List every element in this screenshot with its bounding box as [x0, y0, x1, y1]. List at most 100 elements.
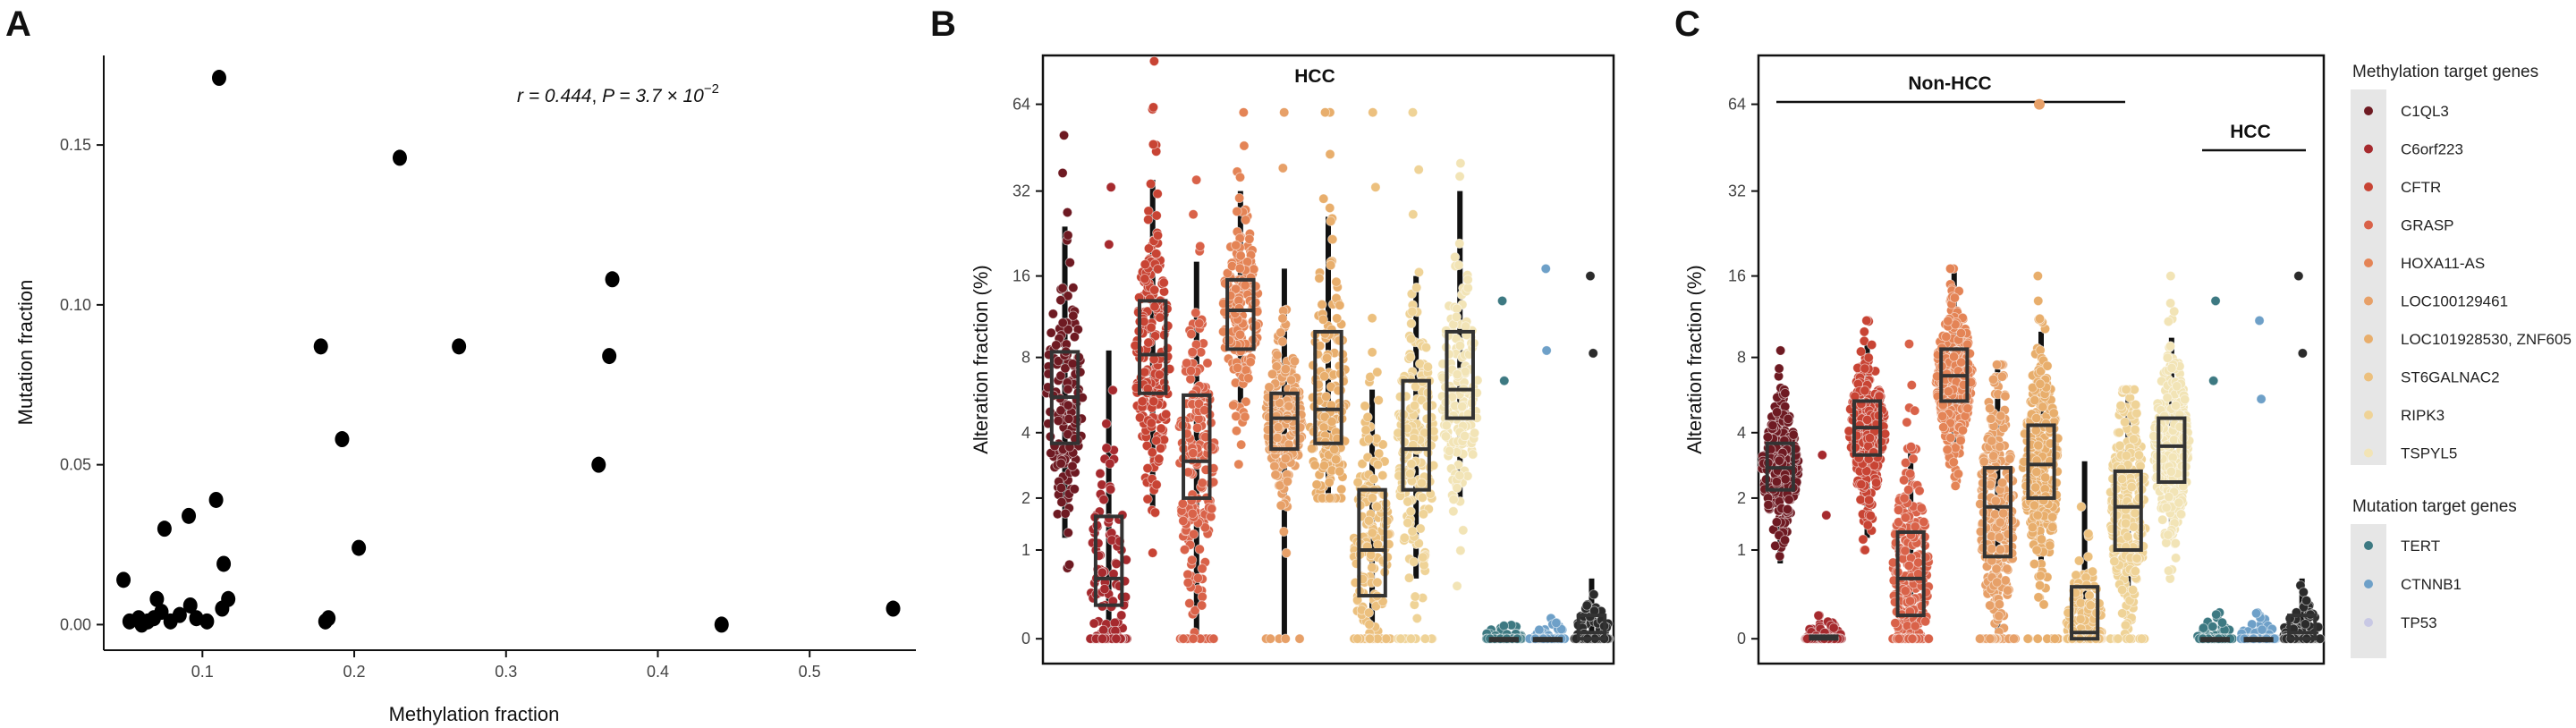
panel-a-letter: A [5, 4, 31, 44]
data-point [1197, 478, 1208, 488]
data-point [1780, 401, 1791, 412]
y-tick-label: 4 [1737, 424, 1746, 442]
data-point [1116, 610, 1127, 621]
data-point [2180, 394, 2190, 405]
y-tick-label: 0.05 [60, 456, 91, 474]
box [1269, 391, 1300, 452]
group-hoxa11-as [1217, 107, 1264, 470]
data-point [1197, 563, 1208, 574]
data-point [1063, 400, 1073, 411]
data-point [1902, 417, 1912, 427]
data-point [1403, 572, 1415, 583]
group-tert [1481, 295, 1528, 644]
data-point [2166, 362, 2177, 374]
x-tick-label: 0.3 [495, 663, 517, 681]
data-point [1244, 233, 1255, 244]
data-point [1941, 331, 1952, 343]
scatter-point [714, 616, 729, 633]
data-point [1331, 454, 1342, 465]
scatter-point [208, 491, 224, 508]
data-point [1151, 436, 1162, 446]
data-point [2211, 609, 2222, 620]
panel-b-letter: B [930, 4, 956, 44]
data-point [1372, 539, 1383, 550]
data-point [1069, 332, 1080, 343]
data-point [1948, 351, 1960, 362]
data-point [1324, 493, 1335, 504]
data-point [1057, 167, 1068, 179]
data-point [1234, 263, 1245, 274]
data-point [2120, 620, 2131, 631]
data-point [2029, 500, 2040, 511]
panel-c-box-beeswarm: Non-HCC HCC Alteration fraction (%) 0124… [1683, 54, 2326, 665]
data-point [1057, 317, 1068, 328]
data-point [2126, 481, 2137, 493]
group-tp53 [1569, 270, 1614, 644]
data-point [1267, 368, 1278, 379]
data-point [1368, 474, 1379, 485]
data-point [2165, 341, 2176, 351]
data-point [1367, 347, 1377, 358]
data-point [1762, 432, 1773, 443]
data-point [1184, 598, 1195, 609]
data-point [1418, 552, 1428, 563]
scatter-point [886, 600, 901, 617]
data-point [1236, 439, 1247, 450]
data-point [1408, 556, 1419, 567]
annot-r: r = 0.444 [517, 86, 591, 106]
data-point [1271, 361, 1282, 372]
group-grasp [1174, 174, 1220, 644]
data-point [1899, 475, 1910, 486]
data-point [2085, 600, 2096, 611]
data-point [1367, 313, 1377, 324]
data-point [1060, 363, 1071, 374]
y-tick-label: 1 [1021, 541, 1030, 559]
panel-c-hcc-label: HCC [2230, 122, 2271, 142]
data-point [2163, 565, 2174, 576]
data-point [1097, 567, 1107, 578]
data-point [2031, 412, 2042, 424]
scatter-point [149, 590, 165, 607]
data-point [1780, 474, 1791, 485]
data-point [1234, 192, 1245, 204]
group-st6galnac2 [1349, 107, 1395, 644]
data-point [1498, 621, 1510, 631]
data-point [1422, 361, 1434, 372]
data-point [1242, 257, 1253, 267]
data-point [1363, 515, 1375, 526]
data-point [1321, 391, 1332, 402]
data-point [1900, 512, 1911, 523]
data-point [1413, 267, 1425, 277]
data-point [1194, 318, 1205, 329]
data-point [1275, 500, 1286, 511]
data-point [1943, 316, 1953, 326]
data-point [1193, 398, 1205, 409]
data-point [1367, 528, 1377, 538]
data-point [1241, 396, 1251, 407]
data-point [2124, 633, 2135, 644]
data-point [1913, 557, 1924, 568]
data-point [1238, 107, 1249, 118]
data-point [1111, 558, 1122, 570]
data-point [1363, 607, 1375, 618]
data-point [1332, 313, 1343, 324]
group-c1ql3 [1041, 130, 1088, 573]
scatter-point [216, 555, 232, 572]
scatter-point [157, 521, 172, 538]
data-point [1406, 318, 1417, 329]
group-ctnnb1 [1524, 263, 1570, 644]
data-point [1363, 434, 1375, 444]
data-point [1373, 394, 1384, 406]
data-point [1335, 300, 1345, 310]
data-point [1995, 441, 2005, 453]
data-point [1154, 369, 1165, 380]
box [1313, 329, 1343, 445]
data-point [2004, 453, 2015, 464]
data-point [2000, 575, 2011, 586]
data-point [1411, 283, 1422, 293]
data-point [2036, 534, 2047, 545]
data-point [2040, 472, 2051, 483]
data-point [1372, 367, 1383, 377]
data-point [1920, 616, 1931, 627]
data-point [1858, 534, 1868, 545]
